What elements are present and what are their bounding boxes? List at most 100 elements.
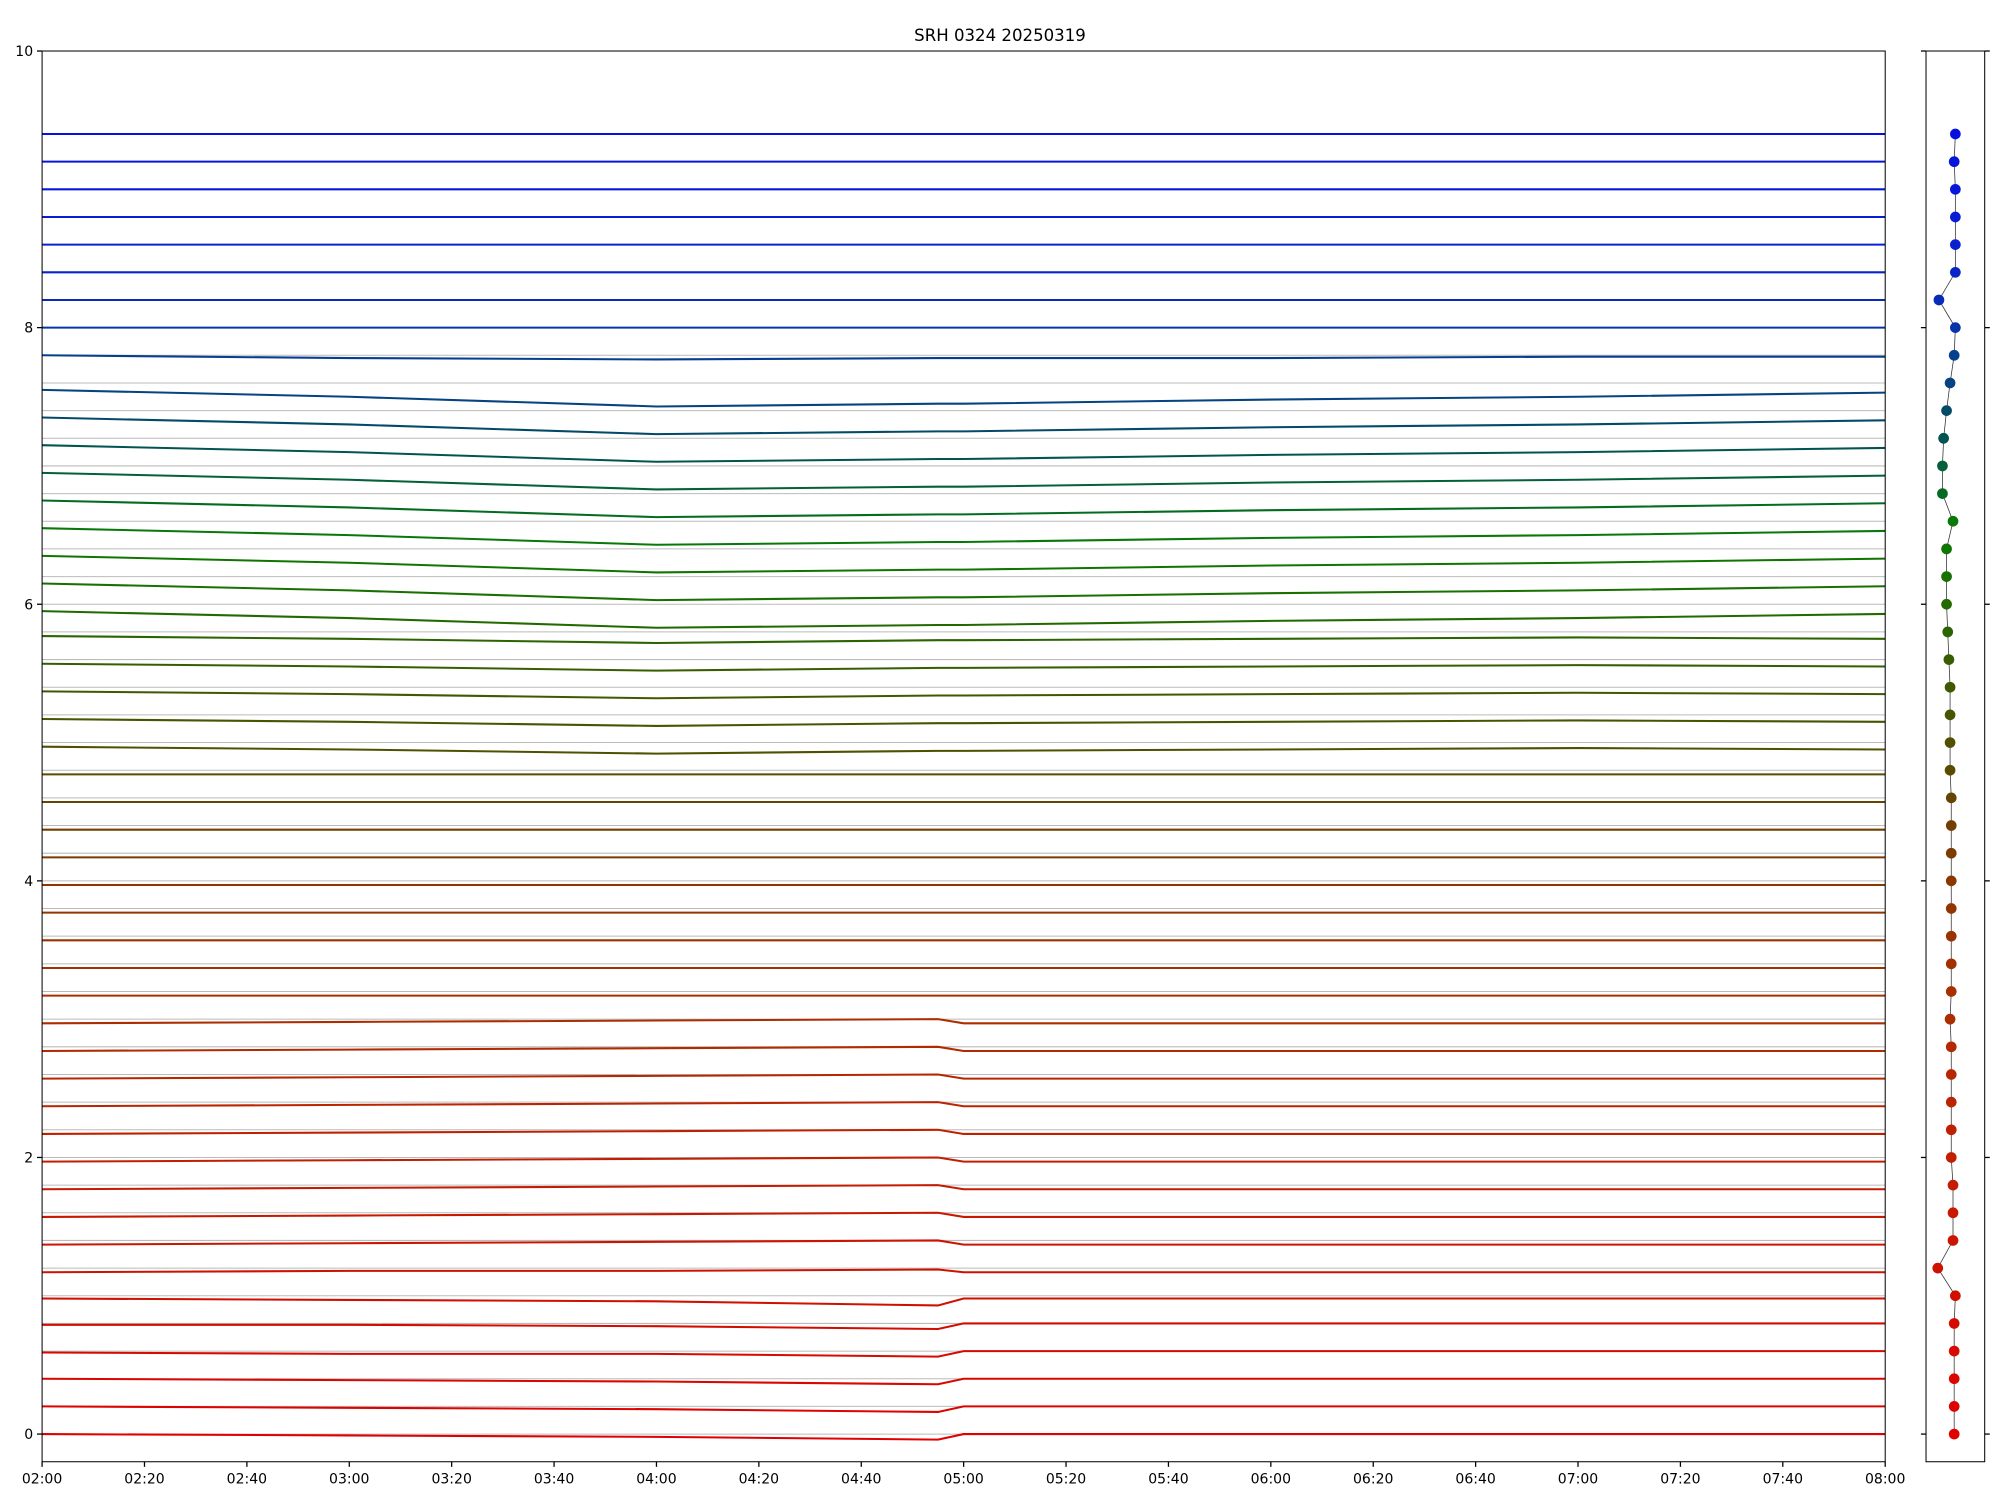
x-tick-label: 05:40 [1148, 1471, 1188, 1487]
offset-dot [1948, 156, 1960, 168]
offset-dot [1945, 1152, 1957, 1163]
trace [42, 1239, 1886, 1246]
offset-dot [1941, 543, 1952, 555]
offset-dot [1945, 847, 1957, 859]
x-tick-label: 07:00 [1558, 1471, 1598, 1487]
trace [42, 1045, 1886, 1052]
trace [42, 582, 1886, 602]
offset-dot [1937, 488, 1948, 499]
offset-dot [1950, 266, 1961, 278]
offset-dot [1945, 1041, 1957, 1053]
x-tick-label: 07:40 [1763, 1471, 1803, 1487]
x-tick-label: 04:00 [636, 1471, 676, 1487]
trace [42, 610, 1886, 629]
trace [42, 1405, 1886, 1413]
x-tick-label: 03:00 [329, 1471, 369, 1487]
offset-dot [1950, 128, 1961, 140]
trace [42, 1184, 1886, 1191]
trace [42, 1322, 1886, 1330]
offset-dot [1944, 1013, 1956, 1025]
x-tick-label: 03:20 [431, 1471, 471, 1487]
trace [42, 354, 1886, 361]
y-tick-label: 0 [24, 1427, 33, 1443]
y-tick-label: 10 [15, 44, 33, 60]
x-tick-label: 02:00 [22, 1471, 62, 1487]
x-tick-label: 05:20 [1046, 1471, 1086, 1487]
x-tick-label: 06:20 [1353, 1471, 1393, 1487]
offset-dot [1945, 958, 1957, 970]
trace [42, 1350, 1886, 1358]
trace [42, 1297, 1886, 1307]
trace [42, 527, 1886, 546]
offset-dot [1950, 322, 1961, 333]
chart-title: SRH 0324 20250319 [914, 26, 1086, 45]
trace [42, 1211, 1886, 1218]
offset-dot [1944, 737, 1956, 748]
offset-dot [1944, 764, 1956, 776]
trace [42, 416, 1886, 436]
x-tick-label: 02:20 [124, 1471, 164, 1487]
offset-dot [1950, 211, 1961, 223]
y-tick-label: 6 [24, 597, 33, 613]
trace [42, 1101, 1886, 1108]
y-tick-label: 8 [24, 321, 33, 337]
offset-dot [1933, 294, 1945, 306]
trace [42, 1268, 1886, 1274]
offset-dot [1945, 1069, 1957, 1080]
plot-frame [41, 50, 1886, 1463]
x-tick-label: 03:40 [534, 1471, 574, 1487]
x-tick-label: 06:00 [1251, 1471, 1291, 1487]
offset-dot [1947, 515, 1959, 527]
panel-frame [1925, 50, 1986, 1463]
x-tick-label: 04:20 [739, 1471, 779, 1487]
x-tick-label: 06:40 [1455, 1471, 1495, 1487]
offset-dot [1950, 183, 1961, 195]
offset-dot [1944, 709, 1956, 721]
offset-dot [1945, 1124, 1957, 1136]
offset-dot [1941, 571, 1952, 582]
offset-dot [1947, 1179, 1959, 1191]
y-tick-label: 4 [24, 874, 33, 890]
offset-dot [1948, 349, 1960, 361]
x-tick-label: 07:20 [1660, 1471, 1700, 1487]
trace [42, 444, 1886, 463]
offset-dot [1945, 930, 1957, 942]
trace [42, 662, 1886, 672]
offset-dot [1945, 903, 1957, 914]
offset-dot [1943, 654, 1955, 665]
y-tick-label: 2 [24, 1151, 33, 1167]
offset-dot [1941, 598, 1952, 610]
offset-dot [1950, 239, 1961, 251]
trace [42, 1018, 1886, 1025]
offset-dot [1947, 1207, 1959, 1219]
trace [42, 499, 1886, 519]
x-tick-label: 05:00 [943, 1471, 983, 1487]
x-tick-label: 04:40 [841, 1471, 881, 1487]
offset-dot [1945, 1096, 1957, 1108]
offset-dot [1942, 626, 1954, 638]
trace [42, 1433, 1886, 1441]
offset-dot [1948, 1345, 1960, 1357]
offset-dot [1945, 875, 1957, 887]
trace [42, 1073, 1886, 1080]
trace [42, 718, 1886, 727]
offset-dot [1948, 1318, 1960, 1329]
offset-dot [1944, 681, 1956, 693]
trace [42, 745, 1886, 755]
offset-dot [1948, 1401, 1960, 1412]
offset-dot [1950, 1290, 1961, 1302]
trace [42, 635, 1886, 644]
trace [42, 690, 1886, 700]
offset-dot [1937, 460, 1948, 472]
offset-dot [1945, 820, 1957, 831]
trace [42, 554, 1886, 574]
trace [42, 1128, 1886, 1135]
x-tick-label: 08:00 [1865, 1471, 1905, 1487]
trace [42, 1156, 1886, 1163]
offset-dot [1948, 1428, 1960, 1440]
trace [42, 471, 1886, 491]
offset-dot [1944, 377, 1956, 389]
offset-dot [1945, 792, 1957, 804]
